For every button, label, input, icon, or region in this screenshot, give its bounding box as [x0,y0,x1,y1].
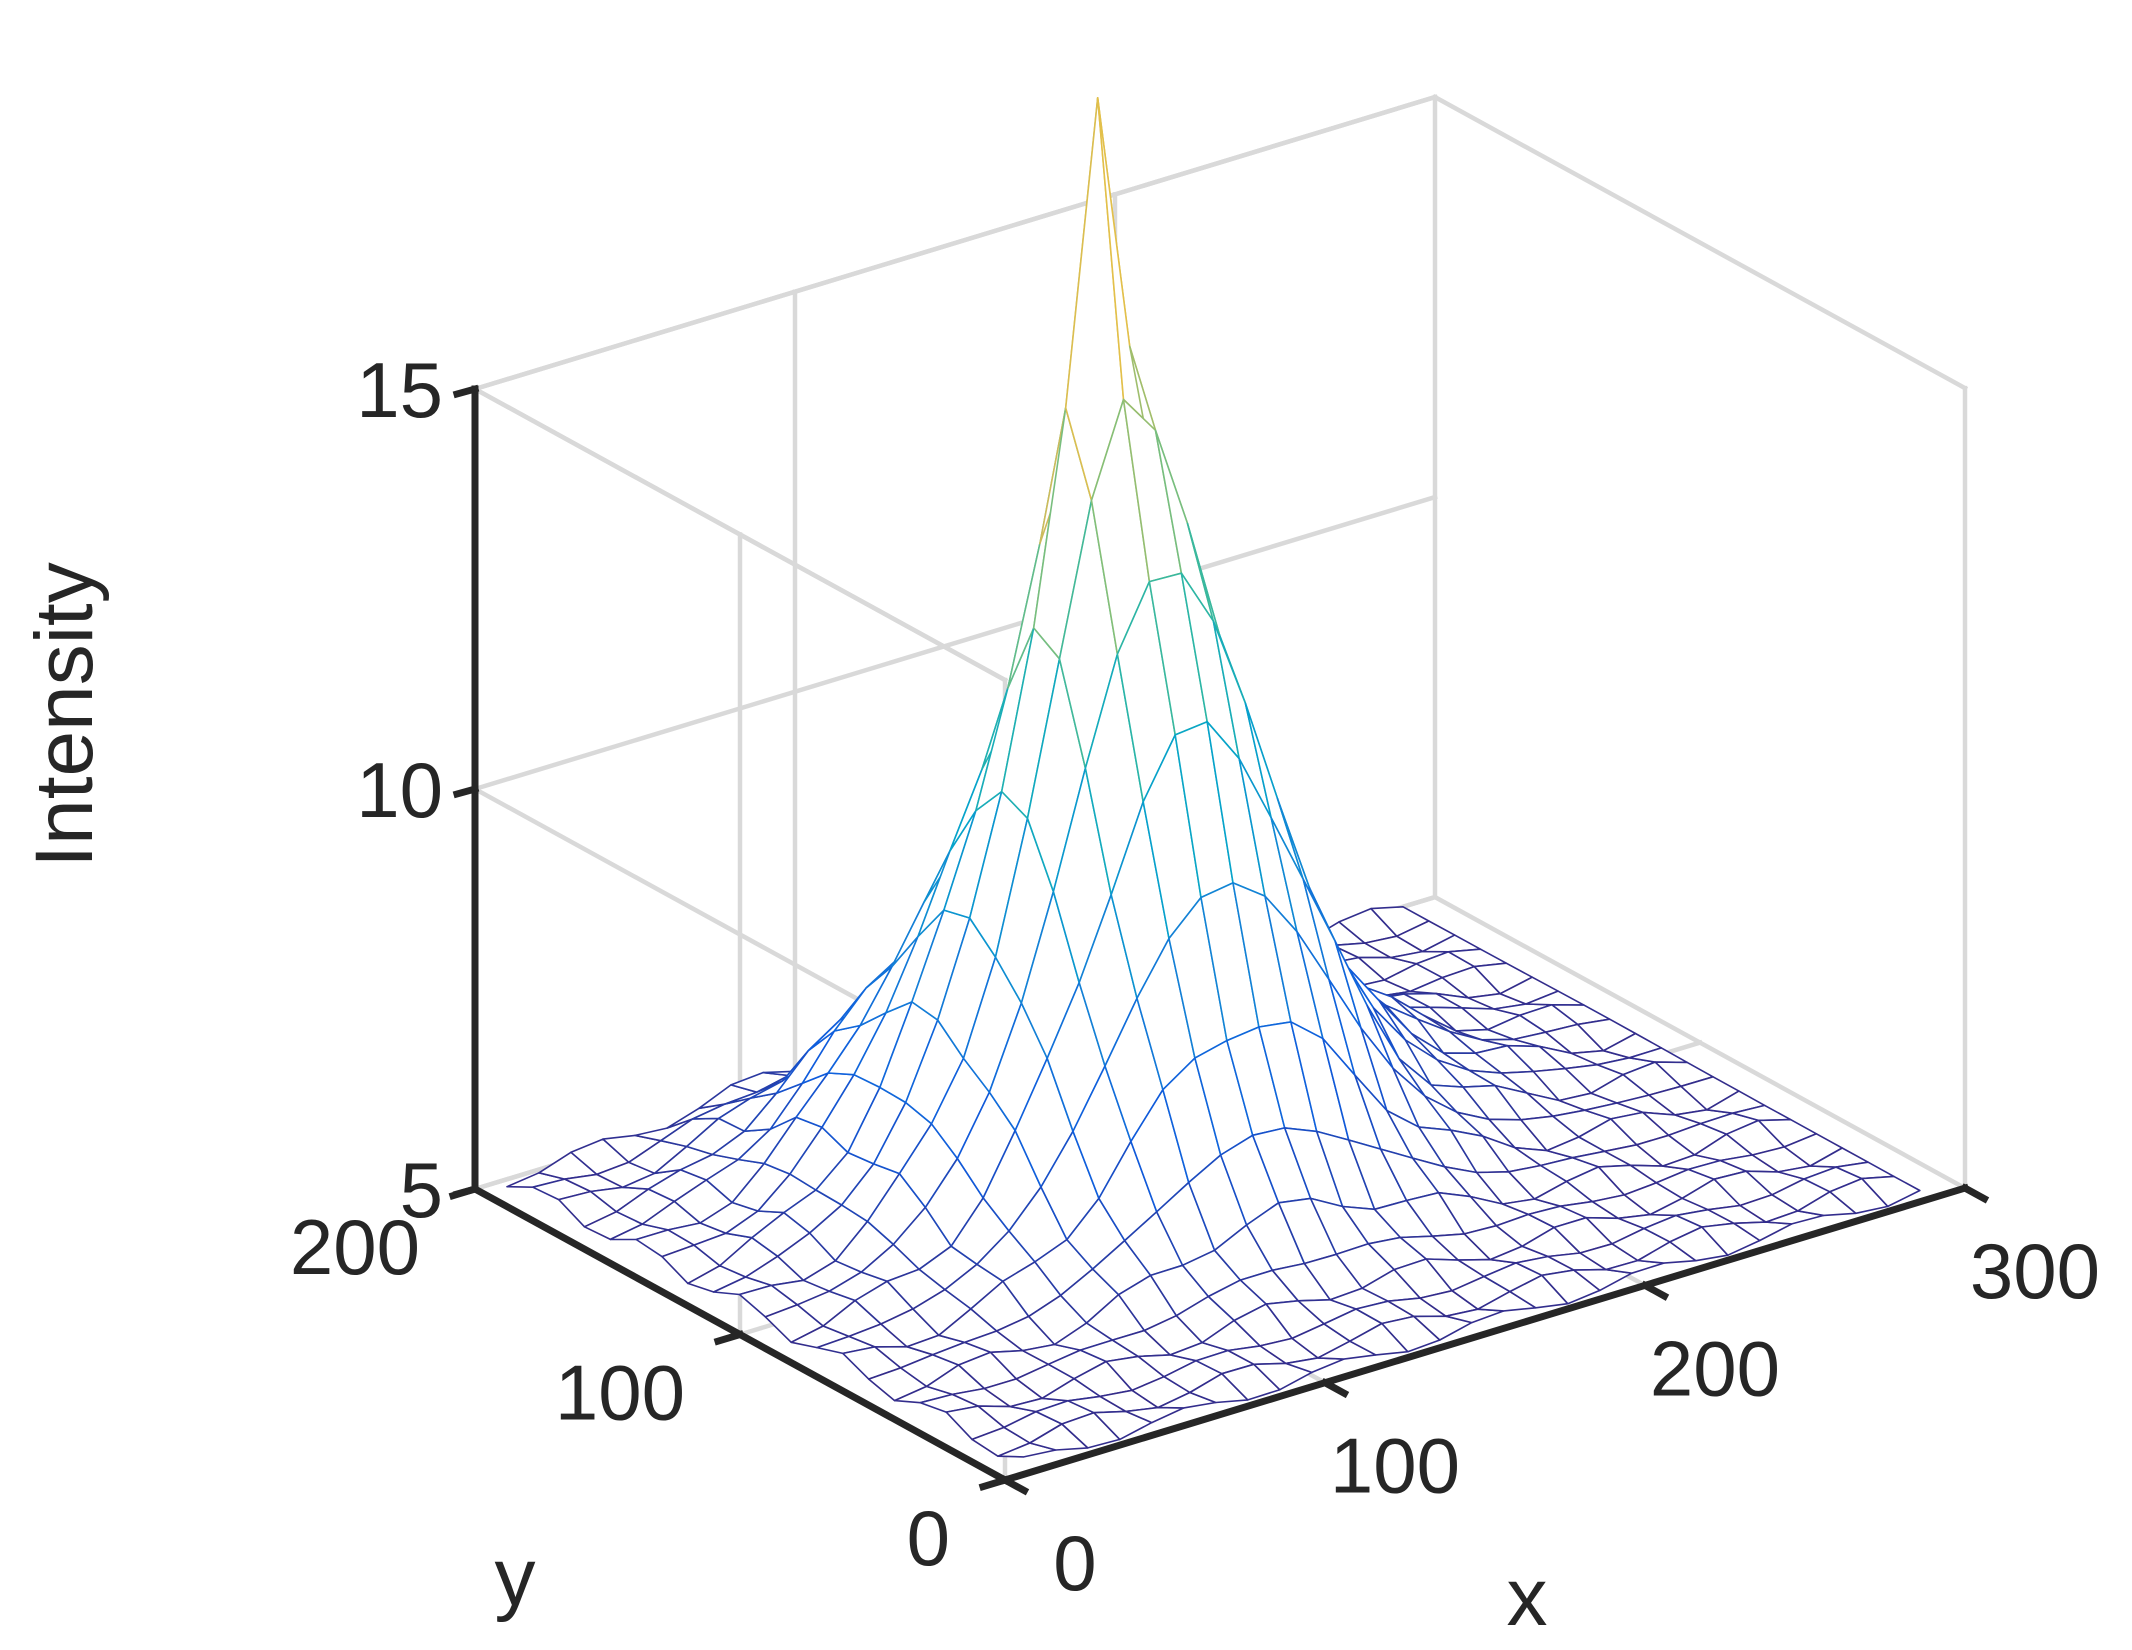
y-tick-label: 100 [555,1349,685,1437]
x-tick-label: 0 [1053,1519,1096,1607]
z-tick-label: 5 [400,1146,443,1234]
x-tick-label: 200 [1650,1324,1780,1412]
box-edge [472,94,1438,392]
x-tick [1960,1183,1990,1204]
x-tick [1320,1377,1350,1399]
wall-gridline-horizontal [472,494,1438,792]
x-tick-label: 100 [1330,1422,1460,1510]
z-tick [452,784,480,799]
x-axis-line [1000,1183,1970,1485]
x-tick [1640,1280,1670,1301]
box-edge [1431,94,1969,392]
y-tick-label: 0 [907,1494,950,1582]
y-axis-label: y [495,1532,536,1623]
y-tick [978,1475,1010,1492]
z-tick [452,1184,480,1199]
x-axis-label: x [1507,1552,1548,1643]
axes-layer [448,384,1990,1496]
box-edge [471,385,1009,684]
surface-mesh [506,97,1921,1458]
z-tick [452,384,480,399]
x-tick-label: 300 [1970,1227,2100,1315]
z-tick-label: 10 [356,746,443,834]
y-tick [713,1330,745,1346]
z-tick-label: 15 [356,346,443,434]
mesh-cell [1861,1175,1921,1208]
z-axis-label: Intensity [19,562,110,867]
y-tick-label: 200 [290,1203,420,1291]
